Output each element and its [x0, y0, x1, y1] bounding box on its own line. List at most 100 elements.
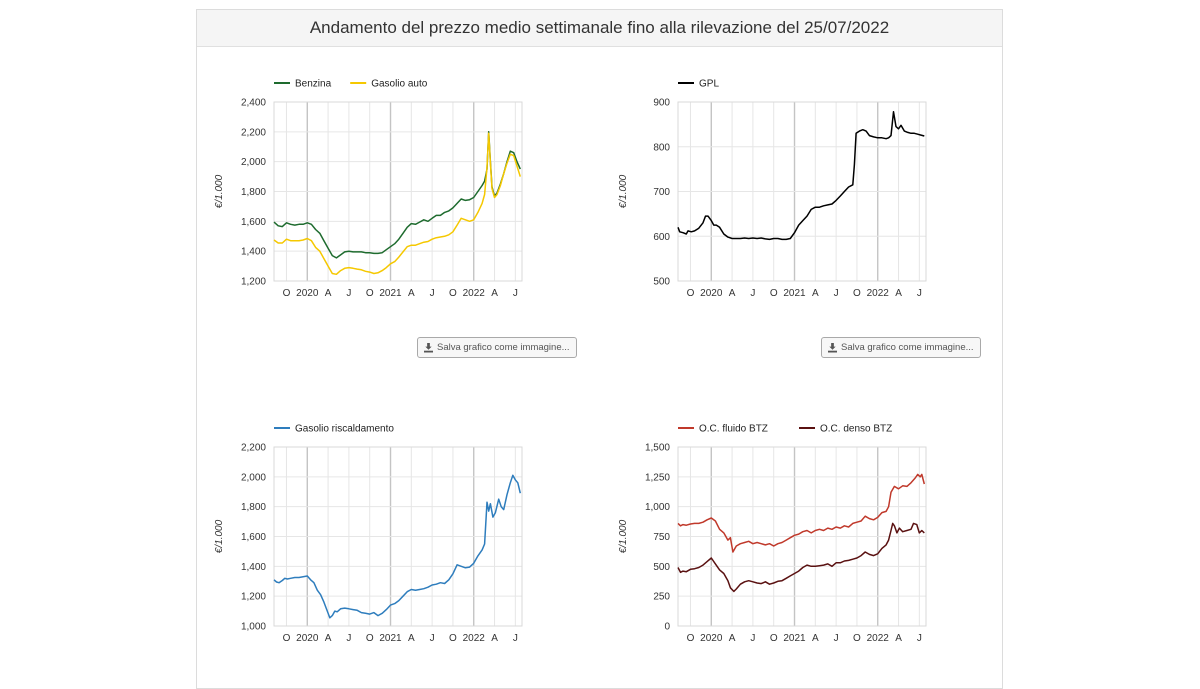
legend-item[interactable]: Benzina [295, 79, 332, 90]
y-tick-label: 2,200 [241, 443, 266, 454]
x-tick-label: A [729, 288, 736, 299]
plot-frame [273, 101, 523, 282]
x-tick-label: 2021 [379, 288, 402, 299]
page-title: Andamento del prezzo medio settimanale f… [309, 18, 890, 37]
x-tick-label: O [853, 633, 861, 644]
x-tick-label: O [449, 633, 457, 644]
x-tick-label: A [325, 633, 332, 644]
y-axis-label: €/1.000 [214, 174, 225, 208]
y-tick-label: 1,400 [241, 247, 266, 258]
x-tick-label: O [283, 288, 291, 299]
y-tick-label: 800 [653, 142, 670, 153]
download-icon [424, 342, 433, 352]
x-tick-label: J [834, 288, 839, 299]
x-tick-label: O [366, 633, 374, 644]
x-tick-label: O [366, 288, 374, 299]
y-tick-label: 750 [653, 532, 670, 543]
series-line [677, 522, 925, 593]
y-tick-label: 2,200 [241, 127, 266, 138]
y-tick-label: 1,400 [241, 562, 266, 573]
x-tick-label: J [917, 288, 922, 299]
series-line [273, 474, 522, 619]
y-tick-label: 700 [653, 187, 670, 198]
chart-gpl-svg: 500 600 700 800 900 O 2020 A J O 2021 A J O 2022 A J €/1.… [618, 79, 927, 299]
x-tick-label: J [430, 288, 435, 299]
x-tick-label: A [812, 633, 819, 644]
chart-heating: 1,000 1,200 1,400 1,600 1,800 2,000 2,200 O 2020… [196, 405, 596, 655]
x-tick-label: 2022 [463, 288, 486, 299]
y-tick-label: 500 [653, 562, 670, 573]
chart-fuel: 1,200 1,400 1,600 1,800 2,000 2,200 2,400 O 2020… [196, 60, 596, 310]
y-tick-label: 1,600 [241, 532, 266, 543]
chart-fuel-oil-svg: 0 250 500 750 1,000 1,250 1,500 O 2020 A J O 2021 A J O… [618, 424, 927, 644]
series-line [677, 473, 926, 553]
x-tick-label: O [449, 288, 457, 299]
x-tick-label: 2022 [867, 633, 890, 644]
x-tick-label: J [917, 633, 922, 644]
x-tick-label: O [283, 633, 291, 644]
series-line [677, 111, 925, 241]
save-chart-button[interactable]: Salva grafico come immagine... [417, 337, 577, 358]
y-tick-label: 1,250 [645, 472, 670, 483]
series-line [273, 131, 521, 259]
x-tick-label: 2020 [700, 288, 723, 299]
x-tick-label: 2020 [296, 633, 319, 644]
y-tick-label: 1,000 [241, 622, 266, 633]
chart-fuel-oil: 0 250 500 750 1,000 1,250 1,500 O 2020 A J O 2021 A J O… [600, 405, 1000, 655]
save-chart-label: Salva grafico come immagine... [841, 342, 974, 353]
x-tick-label: 2021 [783, 633, 806, 644]
y-axis-label: €/1.000 [214, 519, 225, 553]
x-tick-label: O [770, 288, 778, 299]
y-tick-label: 1,800 [241, 187, 266, 198]
plot-frame [677, 446, 927, 627]
chart-fuel-svg: 1,200 1,400 1,600 1,800 2,000 2,200 2,400 O 2020… [214, 79, 523, 299]
x-tick-label: 2020 [700, 633, 723, 644]
x-tick-label: 2020 [296, 288, 319, 299]
y-tick-label: 2,000 [241, 157, 266, 168]
download-icon [828, 342, 837, 352]
x-tick-label: J [346, 633, 351, 644]
y-tick-label: 2,400 [241, 98, 266, 109]
y-tick-label: 600 [653, 232, 670, 243]
chart-gpl: 500 600 700 800 900 O 2020 A J O 2021 A J O 2022 A J €/1.… [600, 60, 1000, 310]
x-tick-label: J [750, 288, 755, 299]
y-tick-label: 2,000 [241, 472, 266, 483]
x-tick-label: O [687, 633, 695, 644]
x-tick-label: J [430, 633, 435, 644]
save-chart-button[interactable]: Salva grafico come immagine... [821, 337, 981, 358]
x-tick-label: 2021 [379, 633, 402, 644]
legend-item[interactable]: Gasolio auto [371, 79, 428, 90]
x-tick-label: A [729, 633, 736, 644]
plot-frame [677, 101, 927, 282]
x-tick-label: A [408, 288, 415, 299]
y-tick-label: 250 [653, 592, 670, 603]
panel-header: Andamento del prezzo medio settimanale f… [197, 10, 1002, 47]
x-tick-label: A [812, 288, 819, 299]
x-tick-label: O [687, 288, 695, 299]
x-tick-label: J [834, 633, 839, 644]
x-tick-label: J [513, 633, 518, 644]
y-tick-label: 1,600 [241, 217, 266, 228]
y-tick-label: 900 [653, 98, 670, 109]
x-tick-label: A [895, 633, 902, 644]
y-tick-label: 1,200 [241, 277, 266, 288]
legend-item[interactable]: O.C. denso BTZ [820, 424, 892, 435]
x-tick-label: A [895, 288, 902, 299]
chart-heating-svg: 1,000 1,200 1,400 1,600 1,800 2,000 2,200 O 2020… [214, 424, 523, 644]
series-line [273, 132, 522, 276]
plot-frame [273, 446, 523, 627]
x-tick-label: J [513, 288, 518, 299]
y-tick-label: 1,200 [241, 592, 266, 603]
legend-item[interactable]: Gasolio riscaldamento [295, 424, 394, 435]
x-tick-label: J [750, 633, 755, 644]
y-tick-label: 1,800 [241, 502, 266, 513]
x-tick-label: 2022 [867, 288, 890, 299]
x-tick-label: O [853, 288, 861, 299]
legend-item[interactable]: O.C. fluido BTZ [699, 424, 768, 435]
y-tick-label: 1,500 [645, 443, 670, 454]
x-tick-label: A [408, 633, 415, 644]
save-chart-label: Salva grafico come immagine... [437, 342, 570, 353]
x-tick-label: 2022 [463, 633, 486, 644]
legend-item[interactable]: GPL [699, 79, 719, 90]
y-axis-label: €/1.000 [618, 174, 629, 208]
